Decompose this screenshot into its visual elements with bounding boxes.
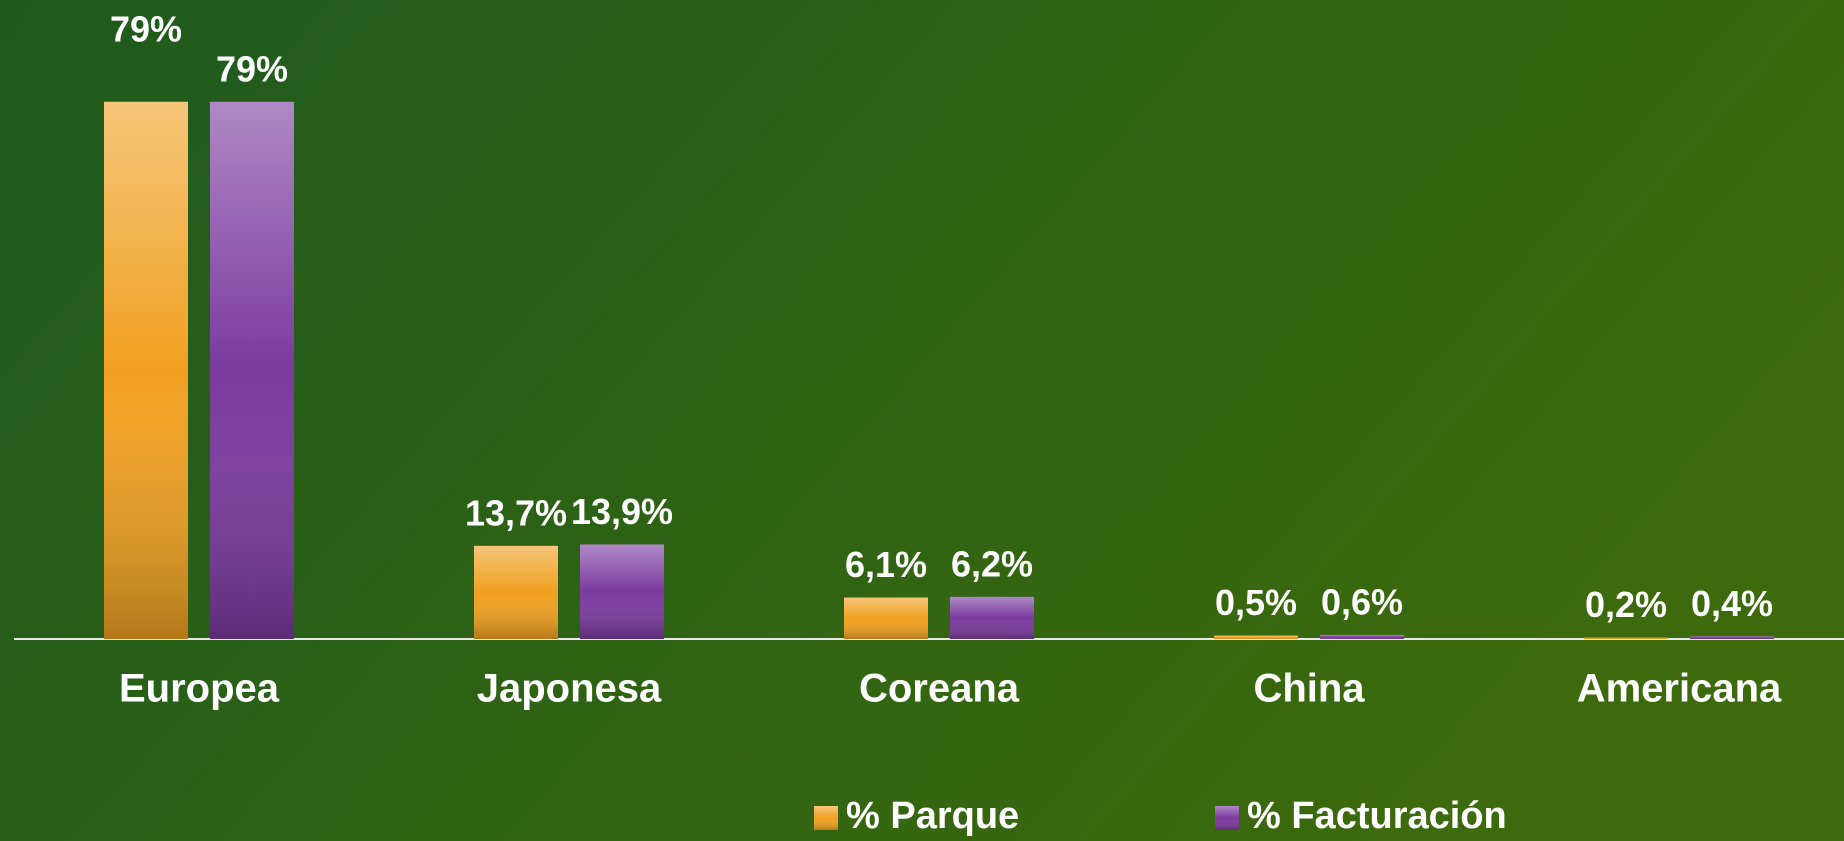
x-tick-label: Americana — [1577, 667, 1782, 711]
x-tick-label: Coreana — [859, 667, 1020, 711]
legend-label: % Facturación — [1247, 795, 1507, 837]
x-tick-label: Japonesa — [477, 667, 662, 711]
bar-shade — [950, 597, 1034, 639]
bar-shade — [844, 598, 928, 639]
value-label: 6,1% — [845, 544, 927, 585]
x-tick-label: Europea — [119, 667, 280, 711]
value-label: 79% — [110, 8, 182, 49]
bar-shade — [210, 102, 294, 639]
bar-shade — [580, 544, 664, 639]
value-label: 0,4% — [1691, 583, 1773, 624]
value-label: 13,9% — [571, 491, 673, 532]
value-label: 6,2% — [951, 543, 1033, 584]
value-label: 79% — [216, 48, 288, 89]
bar-shade — [474, 546, 558, 639]
bar-shade — [1690, 636, 1774, 639]
legend-label: % Parque — [846, 795, 1019, 837]
bar-shade — [1584, 638, 1668, 639]
value-label: 0,6% — [1321, 581, 1403, 622]
x-tick-label: China — [1253, 667, 1365, 711]
chart: Europea 79% 79% Japonesa 13,7%13,9% Coreana 6,… — [0, 0, 1844, 841]
bar-shade — [1320, 635, 1404, 639]
legend-swatch-shade — [814, 806, 838, 830]
bar-shade — [104, 102, 188, 639]
bar-shade — [1214, 636, 1298, 639]
value-label: 0,2% — [1585, 584, 1667, 625]
value-label: 0,5% — [1215, 582, 1297, 623]
legend-swatch-shade — [1215, 806, 1239, 830]
value-label: 13,7% — [465, 492, 567, 533]
